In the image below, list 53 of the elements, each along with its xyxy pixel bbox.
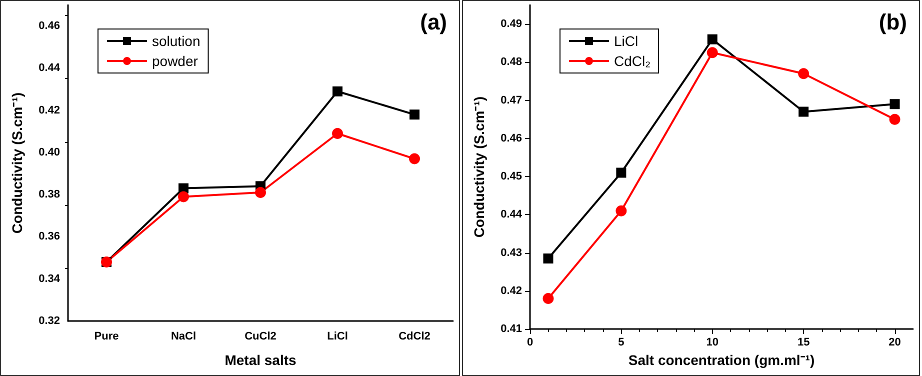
- y-tick-label: 0.42: [38, 104, 60, 116]
- y-axis-title: Conductivity (S.cm⁻¹): [471, 96, 487, 238]
- annotation: (a): [420, 10, 448, 34]
- point: [410, 110, 420, 120]
- y-tick-label: 0.44: [38, 62, 61, 74]
- point: [798, 106, 809, 117]
- y-tick-label: 0.32: [38, 315, 60, 327]
- y-tick-label: 0.49: [500, 18, 522, 30]
- x-axis-title: Salt concentration (gm.ml⁻¹): [628, 352, 815, 368]
- y-tick-label: 0.36: [38, 230, 60, 243]
- x-axis-title: Metal salts: [224, 352, 297, 368]
- point: [707, 34, 718, 44]
- y-tick-label: 0.44: [500, 208, 523, 221]
- x-tick-label: 0: [526, 336, 534, 348]
- y-tick-label: 0.40: [38, 146, 60, 158]
- y-tick-label: 0.47: [500, 94, 522, 106]
- x-tick-label: 10: [706, 336, 719, 348]
- point: [332, 86, 342, 96]
- point: [542, 293, 554, 304]
- point: [255, 186, 266, 198]
- x-tick-label: CuCl2: [244, 330, 276, 342]
- y-tick-label: 0.34: [38, 272, 61, 285]
- point: [889, 114, 900, 125]
- point: [409, 153, 420, 164]
- x-tick-label: Pure: [94, 330, 119, 342]
- point: [178, 191, 189, 202]
- y-tick-label: 0.38: [38, 188, 60, 201]
- y-tick-label: 0.41: [500, 323, 522, 335]
- point: [616, 168, 626, 178]
- y-tick-label: 0.46: [500, 132, 522, 144]
- point: [798, 68, 810, 80]
- x-tick-label: LiCl: [327, 330, 348, 342]
- legend-label: powder: [152, 53, 198, 69]
- x-tick-label: CdCl2: [398, 330, 430, 342]
- point: [543, 253, 554, 264]
- legend-label: LiCl: [614, 33, 638, 49]
- point: [332, 128, 343, 140]
- legend-label: CdCl₂: [614, 53, 651, 69]
- point: [616, 205, 627, 216]
- x-tick-label: 5: [618, 336, 624, 348]
- y-tick-label: 0.45: [500, 170, 522, 183]
- x-tick-label: 15: [797, 336, 810, 348]
- legend-label: solution: [152, 33, 200, 49]
- y-tick-label: 0.46: [38, 20, 60, 32]
- y-tick-label: 0.43: [500, 246, 522, 259]
- y-tick-label: 0.42: [500, 284, 522, 297]
- point: [890, 99, 900, 110]
- y-axis-title: Conductivity (S.cm⁻¹): [9, 92, 25, 234]
- x-tick-label: 20: [888, 336, 901, 348]
- point: [706, 47, 718, 58]
- annotation: (b): [878, 10, 908, 34]
- x-tick-label: NaCl: [170, 330, 196, 342]
- y-tick-label: 0.48: [500, 56, 522, 68]
